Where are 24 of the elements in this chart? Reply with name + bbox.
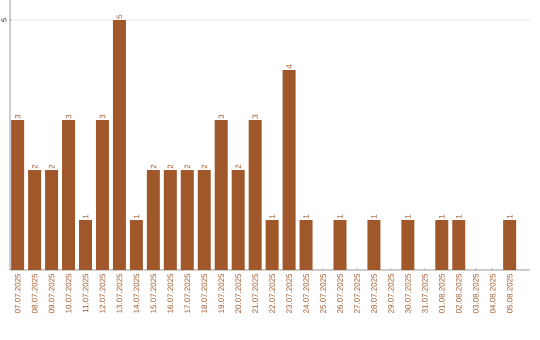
bar bbox=[232, 170, 245, 270]
bar bbox=[401, 220, 414, 270]
bar bbox=[11, 120, 24, 270]
bar bbox=[130, 220, 143, 270]
bar bbox=[367, 220, 380, 270]
bar bbox=[45, 170, 58, 270]
bar bbox=[248, 120, 262, 270]
bar bbox=[333, 220, 346, 270]
bar bbox=[282, 70, 296, 270]
bar bbox=[96, 120, 109, 270]
bar bbox=[198, 170, 211, 270]
bar bbox=[214, 120, 228, 270]
bar bbox=[164, 170, 177, 270]
bar bbox=[146, 170, 160, 270]
bar bbox=[503, 220, 516, 270]
bar bbox=[112, 20, 126, 270]
bar bbox=[62, 120, 76, 270]
bar bbox=[79, 220, 92, 270]
bar bbox=[180, 170, 194, 270]
bar bbox=[266, 220, 279, 270]
bar bbox=[452, 220, 466, 270]
bar bbox=[435, 220, 448, 270]
bar bbox=[28, 170, 42, 270]
bar bbox=[300, 220, 313, 270]
